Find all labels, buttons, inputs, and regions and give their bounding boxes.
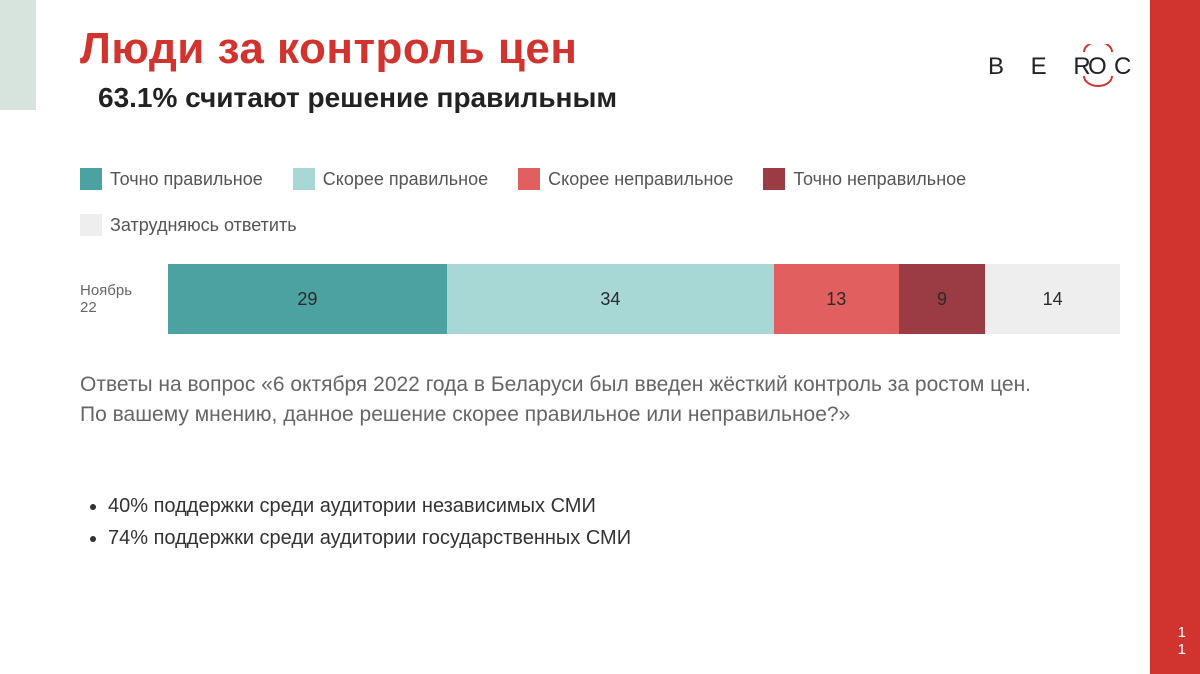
page-number: 1 1 bbox=[1178, 625, 1186, 658]
stacked-bar-chart: Ноябрь 22 293413914 bbox=[80, 264, 1120, 334]
side-red-strip bbox=[1150, 0, 1200, 674]
slide-subtitle: 63.1% считают решение правильным bbox=[98, 82, 1120, 114]
page-number-bottom: 1 bbox=[1178, 642, 1186, 659]
legend-swatch bbox=[80, 168, 102, 190]
slide-content: Люди за контроль цен 63.1% считают решен… bbox=[80, 24, 1120, 644]
legend-swatch bbox=[80, 214, 102, 236]
page-number-top: 1 bbox=[1178, 625, 1186, 642]
bullet-item: 74% поддержки среди аудитории государств… bbox=[108, 523, 1120, 553]
bar-segment: 34 bbox=[447, 264, 774, 334]
bar-segment: 9 bbox=[899, 264, 986, 334]
legend-label: Точно правильное bbox=[110, 169, 263, 190]
slide-title: Люди за контроль цен bbox=[80, 24, 1120, 74]
bullet-item: 40% поддержки среди аудитории независимы… bbox=[108, 491, 1120, 521]
bar-segment: 13 bbox=[774, 264, 899, 334]
legend-label: Скорее правильное bbox=[323, 169, 488, 190]
chart-legend: Точно правильное Скорее правильное Скорее … bbox=[80, 168, 1120, 236]
legend-item: Затрудняюсь ответить bbox=[80, 214, 297, 236]
corner-decoration bbox=[0, 0, 36, 110]
question-text: Ответы на вопрос «6 октября 2022 года в … bbox=[80, 370, 1040, 431]
bar-row-label: Ноябрь 22 bbox=[80, 282, 150, 316]
legend-label: Скорее неправильное bbox=[548, 169, 733, 190]
legend-item: Скорее правильное bbox=[293, 168, 488, 190]
legend-item: Точно правильное bbox=[80, 168, 263, 190]
legend-swatch bbox=[518, 168, 540, 190]
stacked-bar: 293413914 bbox=[168, 264, 1120, 334]
legend-item: Скорее неправильное bbox=[518, 168, 733, 190]
bar-segment: 29 bbox=[168, 264, 447, 334]
legend-swatch bbox=[293, 168, 315, 190]
legend-item: Точно неправильное bbox=[763, 168, 966, 190]
legend-label: Точно неправильное bbox=[793, 169, 966, 190]
bullet-list: 40% поддержки среди аудитории независимы… bbox=[108, 491, 1120, 553]
bar-segment: 14 bbox=[985, 264, 1120, 334]
legend-swatch bbox=[763, 168, 785, 190]
legend-label: Затрудняюсь ответить bbox=[110, 215, 297, 236]
